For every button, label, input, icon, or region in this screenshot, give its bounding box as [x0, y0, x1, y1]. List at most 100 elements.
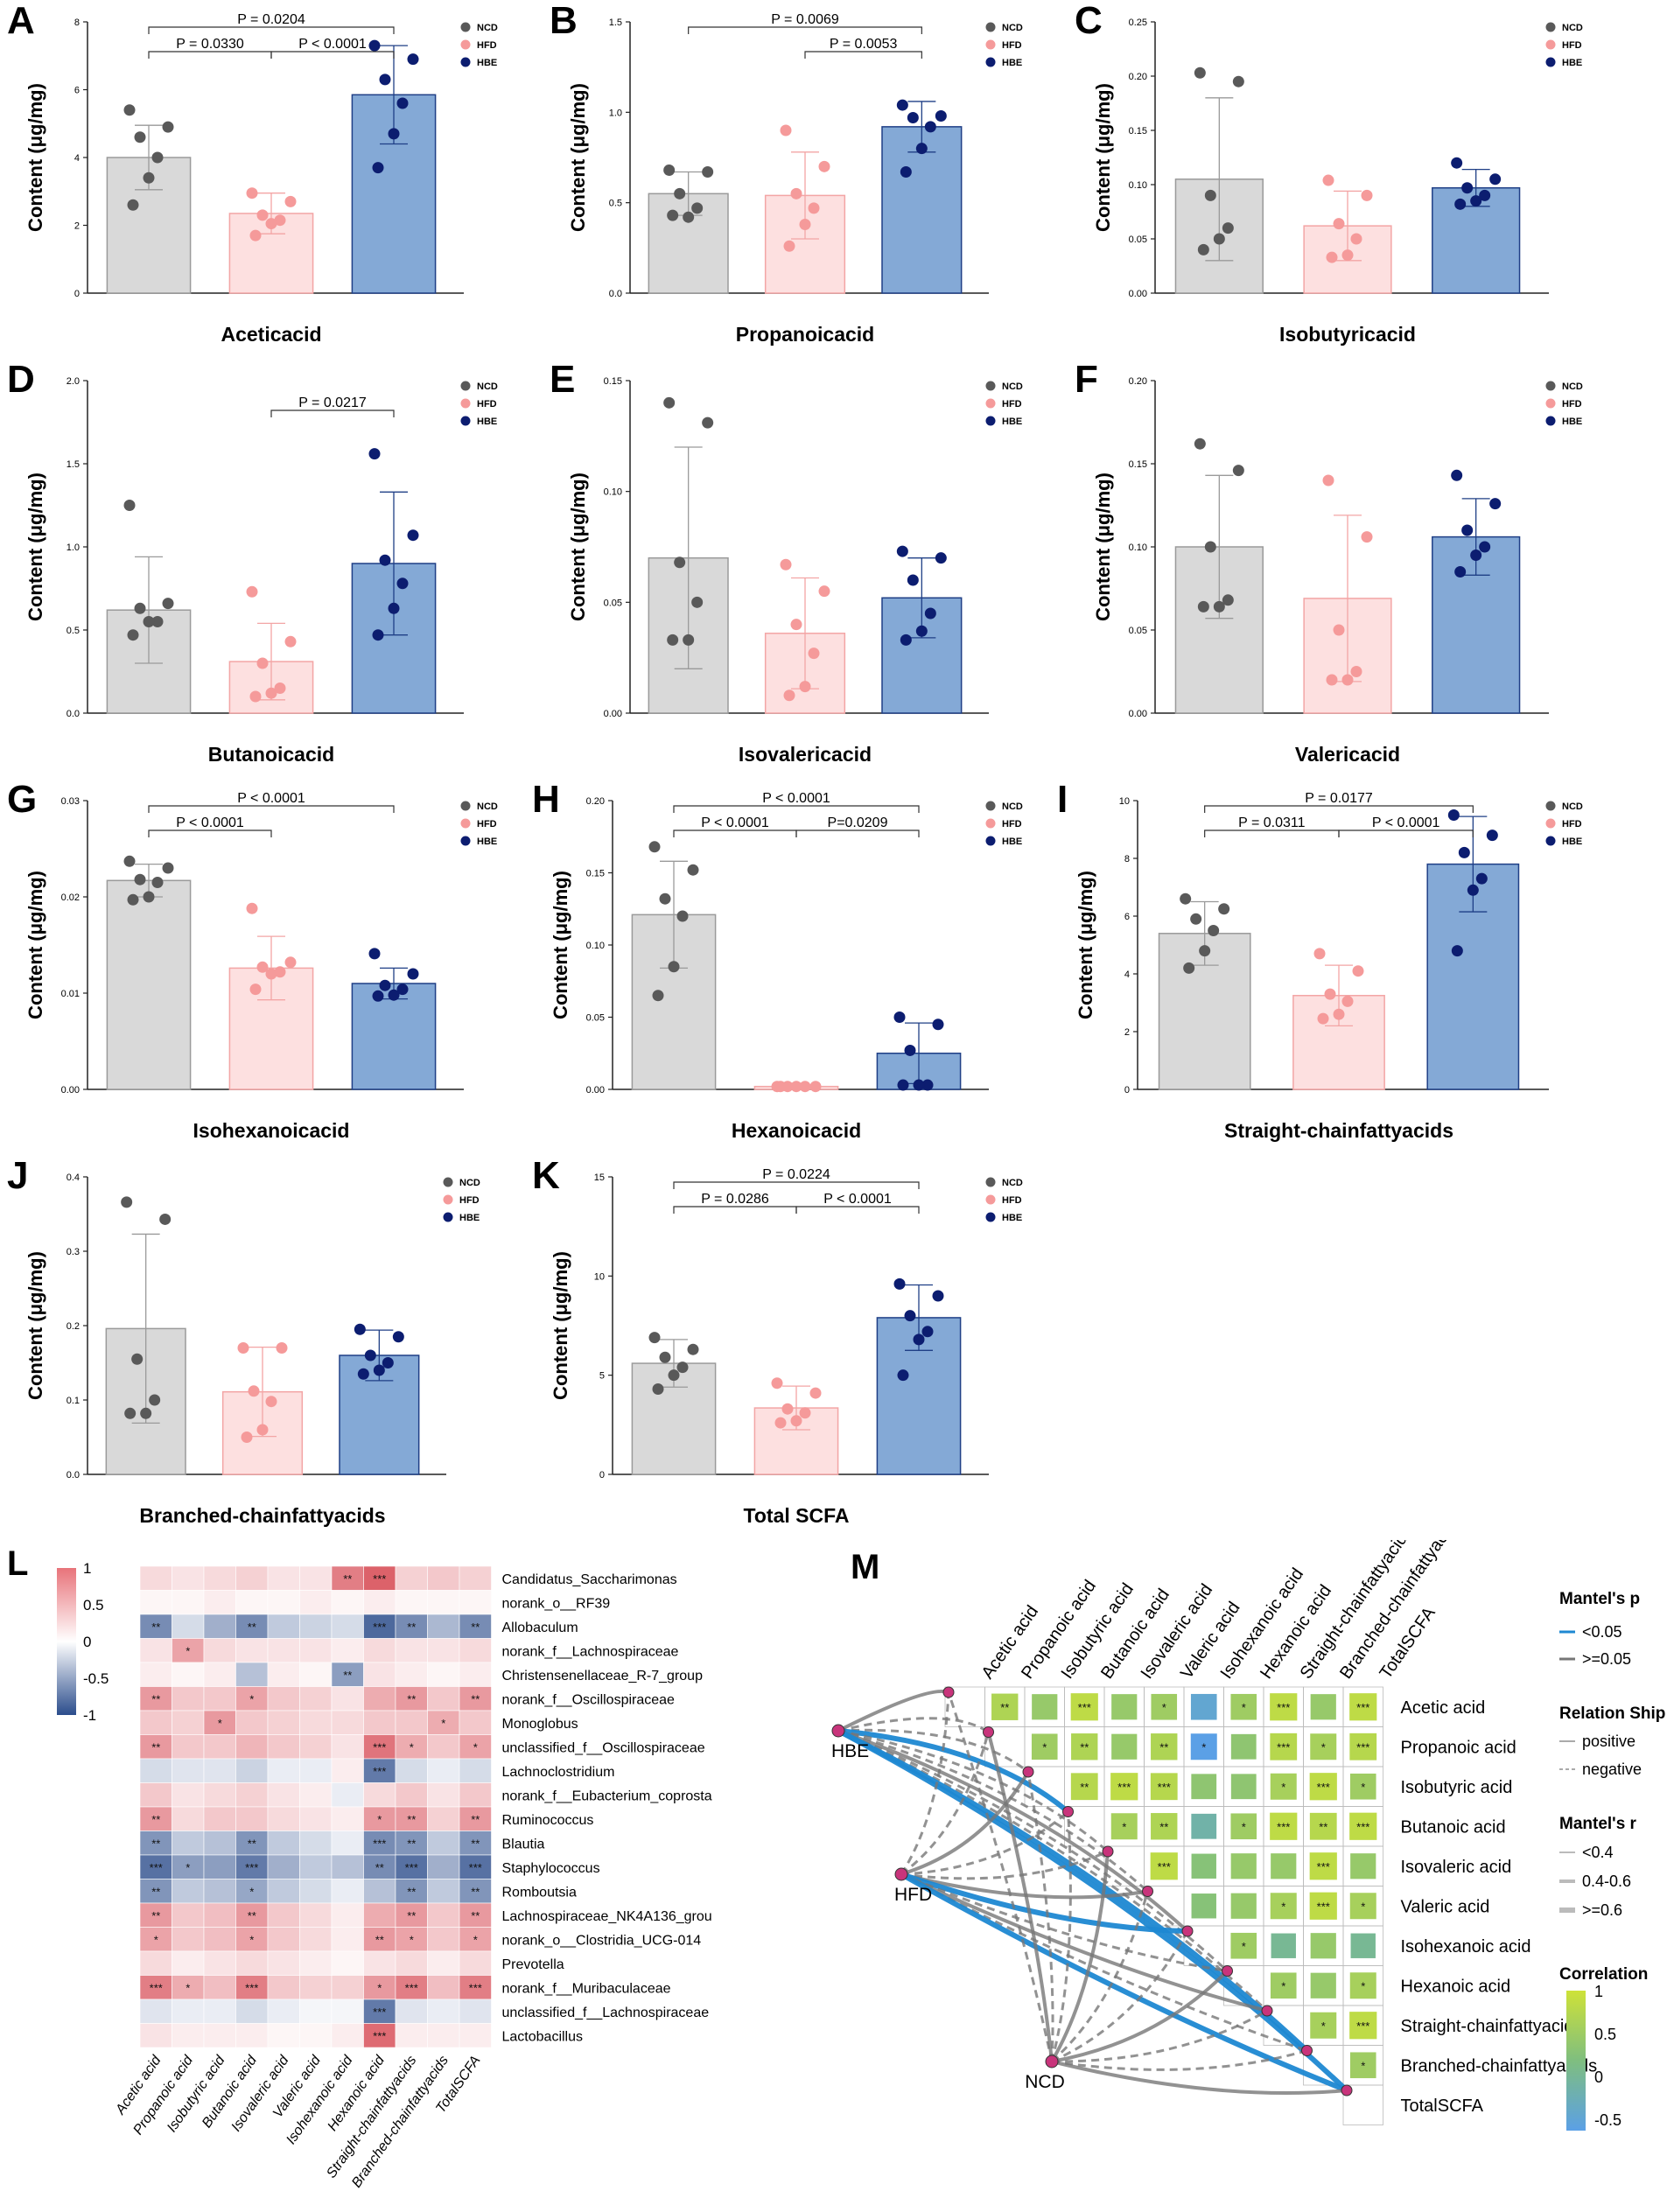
significance-stars: ** [343, 1669, 352, 1682]
row-label: Branched-chainfattyacids [1401, 2056, 1598, 2076]
data-point-ncd [123, 104, 136, 116]
row-label: norank_f__Oscillospiraceae [502, 1692, 676, 1707]
y-tick-label: 0.05 [1129, 234, 1147, 245]
correlation-square [1071, 1733, 1098, 1760]
data-point-hfd [256, 209, 269, 221]
data-point-hfd [256, 1424, 269, 1436]
legend-label-hbe: HBE [1562, 416, 1582, 427]
heatmap-cell [427, 1590, 460, 1615]
heatmap-cell [363, 1614, 396, 1639]
panel-h: H 0.00 0.05 0.10 0.15 0.20 Content (μg/mg) P < … [525, 778, 1068, 1155]
data-point-hfd [274, 682, 286, 694]
correlation-square [1032, 1694, 1058, 1720]
heatmap-cell [235, 1879, 269, 1904]
significance-stars: * [1321, 1740, 1326, 1754]
heatmap-cell [267, 1998, 300, 2024]
data-point-ncd [151, 151, 164, 164]
legend-dot-hfd [985, 818, 996, 829]
heatmap-cell [267, 1638, 300, 1663]
heatmap-cell [331, 1662, 364, 1687]
mantel-link [1051, 2009, 1268, 2063]
data-point-ncd [127, 199, 139, 211]
mantel-link [1050, 1851, 1110, 2063]
heatmap-cell [459, 1806, 492, 1831]
group-node [831, 1724, 845, 1738]
data-point-hbe [396, 578, 409, 590]
heatmap-cell [331, 1806, 364, 1831]
legend-title: Correlation [1559, 1965, 1648, 1984]
significance-bracket [270, 51, 395, 59]
legend-label-ncd: NCD [1562, 23, 1583, 33]
bar-chart-propanoicacid: B 0.0 0.5 1.0 1.5 Content (μg/mg) P = 0.0069 P … [550, 0, 1023, 346]
data-point-hfd [808, 648, 820, 660]
correlation-square [1110, 1813, 1138, 1840]
y-tick-label: 0.0 [67, 1470, 80, 1480]
legend-label-hbe: HBE [459, 1213, 480, 1223]
heatmap-cell [427, 1879, 460, 1904]
mantel-test-plot: M** *** * * *** **** ** ** * *** * ***** *** *** * *** *… [831, 1510, 1665, 2131]
heatmap-cell [172, 1782, 205, 1808]
y-axis-label: Content (μg/mg) [25, 472, 46, 621]
significance-stars: *** [373, 1572, 386, 1586]
heatmap-cell [299, 1590, 333, 1615]
data-point-hbe [396, 97, 409, 109]
p-value-label: P = 0.0069 [771, 12, 839, 27]
data-point-hfd [284, 635, 297, 648]
legend-label-hbe: HBE [477, 416, 497, 427]
significance-stars: ** [343, 1572, 352, 1586]
heatmap-cell [427, 2023, 460, 2048]
correlation-square [1310, 1733, 1337, 1760]
data-point-hfd [790, 1081, 802, 1093]
legend-item: negative [1582, 1760, 1642, 1778]
legend-dot-hbe [985, 836, 996, 846]
heatmap-cell [459, 1902, 492, 1928]
correlation-square [1309, 1892, 1337, 1920]
heatmap-cell [299, 1830, 333, 1856]
data-point-hbe [907, 112, 919, 124]
heatmap-cell [459, 1975, 492, 2000]
legend-dot-hfd [1545, 39, 1556, 50]
significance-stars: ** [471, 1837, 480, 1850]
heatmap-cell [363, 1998, 396, 2024]
heatmap-cell [331, 1854, 364, 1880]
legend-dot-hfd [985, 398, 996, 409]
legend-label-hbe: HBE [477, 58, 497, 68]
correlation-square [1310, 1933, 1336, 1959]
y-tick-label: 0.0 [67, 709, 80, 719]
heatmap-cell [203, 1998, 236, 2024]
row-label: Acetic acid [1401, 1698, 1486, 1718]
heatmap-cell [395, 1614, 428, 1639]
data-point-ncd [668, 961, 680, 973]
heatmap-cell [172, 1854, 205, 1880]
y-axis-label: Content (μg/mg) [550, 1251, 571, 1400]
mantel-link [837, 1717, 990, 1733]
significance-stars: *** [469, 1981, 482, 1994]
correlation-square [1349, 1773, 1376, 1800]
legend-dot-hbe [1545, 57, 1556, 67]
heatmap-cell [235, 1854, 269, 1880]
heatmap-cell [395, 1758, 428, 1783]
significance-stars: * [186, 1861, 190, 1874]
row-label: Propanoic acid [1401, 1738, 1516, 1757]
data-point-hfd [780, 124, 792, 136]
significance-bracket [688, 26, 922, 34]
legend-tick: 1 [1594, 1983, 1603, 2000]
data-point-hbe [1475, 872, 1488, 885]
data-point-hfd [809, 1387, 822, 1399]
heatmap-cell [267, 1902, 300, 1928]
correlation-square [991, 1693, 1019, 1720]
mantel-link-significant [900, 1872, 1348, 2093]
data-point-hfd [274, 214, 286, 227]
heatmap-cell [459, 1662, 492, 1687]
significance-stars: ** [1159, 1820, 1168, 1833]
row-label: norank_f__Lachnospiraceae [502, 1644, 679, 1659]
data-point-hfd [774, 1417, 787, 1429]
heatmap-cell [267, 2023, 300, 2048]
legend-label-hfd: HFD [477, 40, 497, 51]
data-point-hbe [407, 968, 419, 980]
heatmap-cell [172, 1879, 205, 1904]
significance-stars: * [186, 1981, 190, 1994]
y-axis-label: Content (μg/mg) [1092, 83, 1114, 232]
data-point-hfd [780, 558, 792, 570]
significance-bracket [673, 1181, 920, 1189]
